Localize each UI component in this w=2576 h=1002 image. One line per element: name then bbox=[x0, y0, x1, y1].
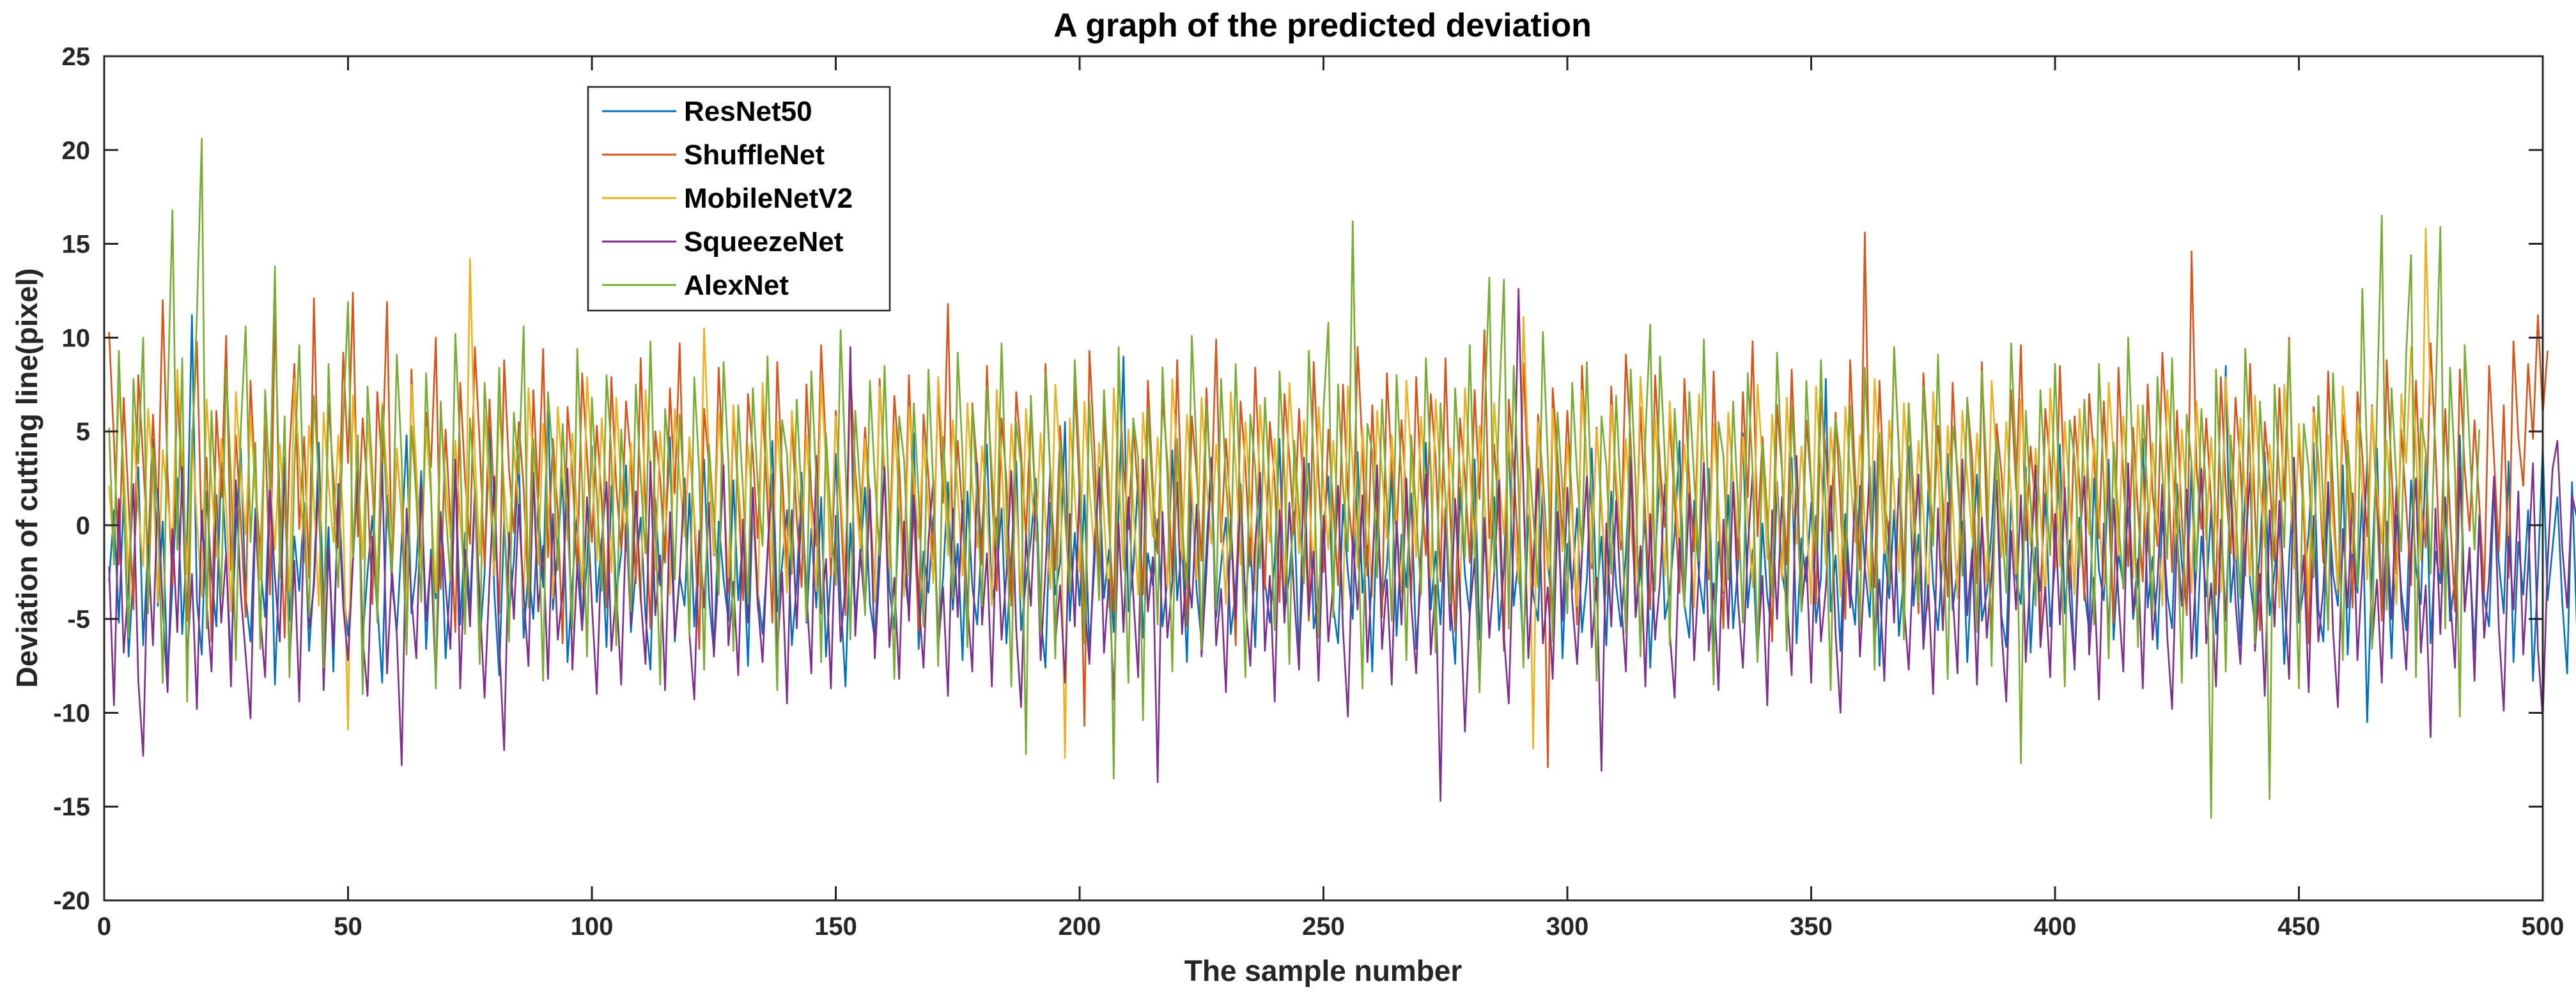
legend-label-resnet50: ResNet50 bbox=[684, 96, 812, 127]
x-tick-label: 500 bbox=[2522, 913, 2564, 941]
y-tick-label: -10 bbox=[53, 699, 90, 727]
chart-title: A graph of the predicted deviation bbox=[1053, 7, 1592, 44]
legend-label-squeezenet: SqueezeNet bbox=[684, 226, 844, 258]
y-tick-label: 25 bbox=[62, 43, 91, 71]
series-line-alexnet bbox=[108, 137, 2481, 819]
legend-label-mobilenetv2: MobileNetV2 bbox=[684, 183, 853, 214]
y-tick-label: -15 bbox=[53, 793, 90, 821]
x-tick-label: 400 bbox=[2034, 913, 2077, 941]
legend: ResNet50 ShuffleNet MobileNetV2 SqueezeNet A… bbox=[587, 86, 891, 312]
legend-label-shufflenet: ShuffleNet bbox=[684, 139, 825, 171]
x-tick-label: 200 bbox=[1059, 913, 1101, 941]
x-tick-label: 450 bbox=[2277, 913, 2320, 941]
series-line-squeezenet bbox=[108, 288, 2576, 802]
series-line-resnet50 bbox=[108, 314, 2576, 723]
y-tick-label: 15 bbox=[62, 231, 91, 259]
x-tick-label: 100 bbox=[571, 913, 614, 941]
y-tick-label: -5 bbox=[67, 606, 90, 634]
y-axis-label: Deviation of cutting line(pixel) bbox=[10, 268, 43, 688]
legend-label-alexnet: AlexNet bbox=[684, 270, 789, 301]
x-axis-label: The sample number bbox=[1184, 954, 1463, 987]
x-tick-label: 150 bbox=[814, 913, 857, 941]
y-tick-label: 0 bbox=[76, 512, 90, 540]
x-tick-label: 0 bbox=[97, 913, 111, 941]
y-tick-label: 20 bbox=[62, 137, 91, 165]
y-tick-label: 10 bbox=[62, 324, 91, 352]
series-line-shufflenet bbox=[108, 231, 2549, 768]
axis-layer: 0 50 100 150 200 250 300 350 400 450 500-20-15-10-… bbox=[53, 43, 2564, 941]
x-tick-label: 350 bbox=[1790, 913, 1833, 941]
x-tick-label: 300 bbox=[1546, 913, 1589, 941]
y-tick-label: -20 bbox=[53, 887, 90, 915]
x-tick-label: 250 bbox=[1302, 913, 1345, 941]
series-layer bbox=[108, 137, 2576, 819]
x-tick-label: 50 bbox=[334, 913, 362, 941]
y-tick-label: 5 bbox=[76, 418, 90, 446]
